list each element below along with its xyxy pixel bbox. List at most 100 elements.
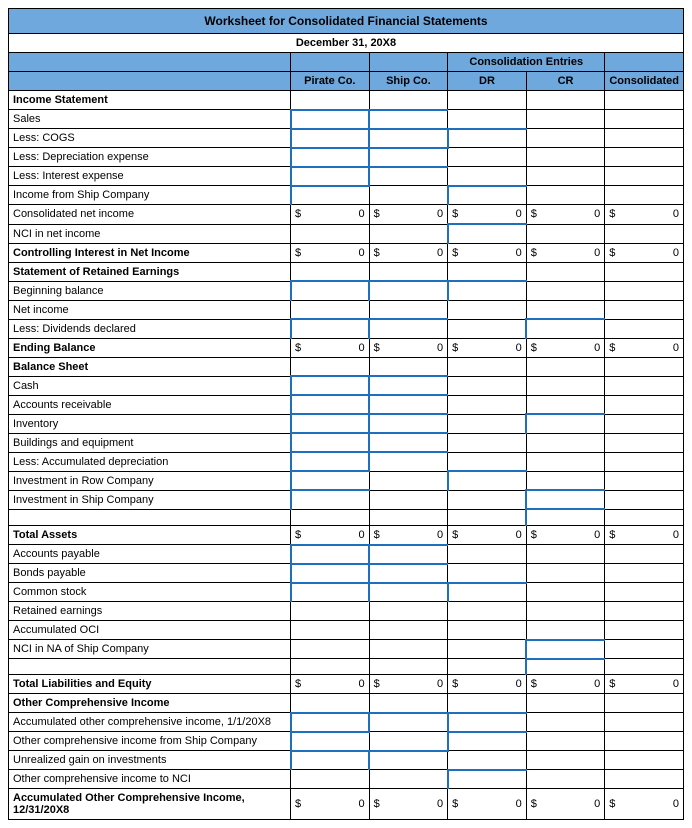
cell[interactable] [291, 281, 370, 300]
cell[interactable] [369, 319, 448, 338]
cell[interactable] [369, 186, 448, 205]
col-dr: DR [448, 72, 527, 91]
worksheet-table: Worksheet for Consolidated Financial Sta… [8, 8, 684, 820]
col-cr: CR [526, 72, 605, 91]
cell[interactable] [369, 395, 448, 414]
cell[interactable] [291, 319, 370, 338]
row-ar: Accounts receivable [9, 395, 291, 414]
row-inc-ship: Income from Ship Company [9, 186, 291, 205]
cell[interactable] [369, 414, 448, 433]
header-row-2: Pirate Co. Ship Co. DR CR Consolidated [9, 72, 684, 91]
cell[interactable] [291, 713, 370, 732]
cell[interactable] [369, 713, 448, 732]
cell[interactable] [291, 433, 370, 452]
cell[interactable] [526, 640, 605, 659]
cell[interactable] [369, 545, 448, 564]
cell: $0 [526, 205, 605, 225]
row-cogs: Less: COGS [9, 129, 291, 148]
cell[interactable] [291, 110, 370, 129]
cell[interactable] [291, 583, 370, 602]
cell[interactable] [291, 167, 370, 186]
row-cons-ni: Consolidated net income $0 $0 $0 $0 $0 [9, 205, 684, 225]
cell[interactable] [448, 732, 527, 751]
cell[interactable] [291, 186, 370, 205]
row-acc-dep: Less: Accumulated depreciation [9, 452, 291, 471]
cell[interactable] [369, 564, 448, 583]
header-row-1: Consolidation Entries [9, 53, 684, 72]
cell[interactable] [369, 452, 448, 471]
row-inv-ship: Investment in Ship Company [9, 490, 291, 509]
cell[interactable] [369, 433, 448, 452]
cell[interactable] [291, 395, 370, 414]
col-pirate: Pirate Co. [291, 72, 370, 91]
row-net-inc: Net income [9, 300, 291, 319]
cell[interactable] [291, 564, 370, 583]
date-row: December 31, 20X8 [9, 34, 684, 53]
cell[interactable] [291, 376, 370, 395]
row-bonds: Bonds payable [9, 564, 291, 583]
row-bldg: Buildings and equipment [9, 433, 291, 452]
row-oci-nci: Other comprehensive income to NCI [9, 770, 291, 789]
row-depr: Less: Depreciation expense [9, 148, 291, 167]
section-re: Statement of Retained Earnings [9, 262, 291, 281]
cell[interactable] [448, 186, 527, 205]
cell[interactable] [291, 471, 370, 490]
cell[interactable] [526, 490, 605, 509]
cell[interactable] [526, 659, 605, 675]
row-oci-ship: Other comprehensive income from Ship Com… [9, 732, 291, 751]
cell[interactable] [291, 414, 370, 433]
section-income: Income Statement [9, 91, 291, 110]
cell[interactable] [369, 167, 448, 186]
cell[interactable] [369, 583, 448, 602]
cell[interactable] [448, 713, 527, 732]
row-tot-le: Total Liabilities and Equity $0 $0 $0 $0… [9, 675, 684, 694]
cell[interactable] [526, 414, 605, 433]
row-beg-bal: Beginning balance [9, 281, 291, 300]
row-aoci-end: Accumulated Other Comprehensive Income, … [9, 789, 684, 820]
section-oci: Other Comprehensive Income [9, 694, 291, 713]
cell[interactable] [291, 545, 370, 564]
cell[interactable] [448, 583, 527, 602]
cell[interactable] [526, 319, 605, 338]
row-sales: Sales [9, 110, 291, 129]
col-consol-entries: Consolidation Entries [448, 53, 605, 72]
cell[interactable] [291, 452, 370, 471]
row-inv-row: Investment in Row Company [9, 471, 291, 490]
row-interest: Less: Interest expense [9, 167, 291, 186]
cell[interactable] [448, 770, 527, 789]
cell[interactable] [448, 281, 527, 300]
col-consolidated: Consolidated [605, 72, 684, 91]
row-divs: Less: Dividends declared [9, 319, 291, 338]
cell[interactable] [448, 129, 527, 148]
cell[interactable] [369, 751, 448, 770]
row-aoci-beg: Accumulated other comprehensive income, … [9, 713, 291, 732]
cell[interactable] [291, 732, 370, 751]
cell[interactable] [291, 129, 370, 148]
row-inv: Inventory [9, 414, 291, 433]
title-row: Worksheet for Consolidated Financial Sta… [9, 9, 684, 34]
row-unreal: Unrealized gain on investments [9, 751, 291, 770]
row-tot-assets: Total Assets $0 $0 $0 $0 $0 [9, 525, 684, 545]
title: Worksheet for Consolidated Financial Sta… [9, 9, 684, 34]
row-aoci: Accumulated OCI [9, 621, 291, 640]
section-bs: Balance Sheet [9, 357, 291, 376]
cell[interactable] [291, 148, 370, 167]
cell[interactable] [369, 281, 448, 300]
cell[interactable] [448, 471, 527, 490]
cell[interactable] [369, 376, 448, 395]
cell[interactable] [448, 224, 527, 243]
cell: $0 [291, 205, 370, 225]
cell[interactable] [369, 110, 448, 129]
row-ctrl-int: Controlling Interest in Net Income $0 $0… [9, 243, 684, 262]
col-ship: Ship Co. [369, 72, 448, 91]
cell: $0 [605, 205, 684, 225]
cell[interactable] [291, 490, 370, 509]
cell[interactable] [369, 148, 448, 167]
cell[interactable] [369, 129, 448, 148]
row-nci-ni: NCI in net income [9, 224, 291, 243]
cell[interactable] [526, 509, 605, 525]
row-end-bal: Ending Balance $0 $0 $0 $0 $0 [9, 338, 684, 357]
row-ap: Accounts payable [9, 545, 291, 564]
cell[interactable] [291, 751, 370, 770]
date: December 31, 20X8 [9, 34, 684, 53]
